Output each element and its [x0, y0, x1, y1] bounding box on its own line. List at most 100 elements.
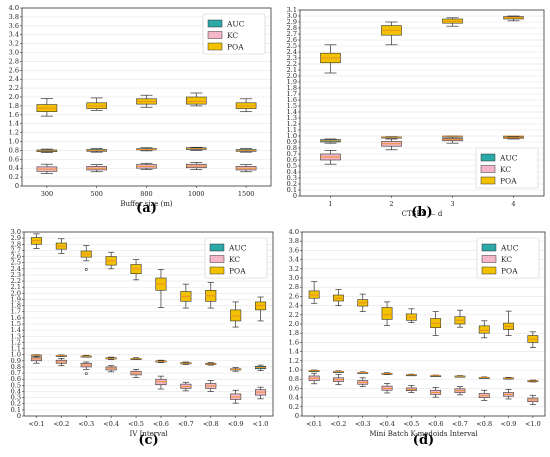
y-tick-label: 0.6 [9, 155, 19, 163]
legend-swatch [480, 165, 496, 173]
y-tick-label: 1.8 [287, 84, 297, 92]
y-tick-label: 0.4 [287, 168, 297, 176]
y-tick-label: 4.0 [9, 4, 19, 12]
box-body [478, 325, 490, 334]
y-tick-label: 2.2 [289, 311, 299, 319]
x-tick-label: <0.6 [153, 420, 169, 428]
x-tick-label: <0.2 [331, 420, 347, 428]
box-kc-<0.7 [454, 386, 466, 396]
x-tick-label: <0.9 [501, 420, 517, 428]
x-tick-label: 4 [511, 200, 515, 208]
box-kc-4 [503, 136, 524, 140]
box-body [230, 309, 242, 322]
x-tick-label: 800 [140, 190, 152, 198]
y-tick-label: 4.0 [289, 228, 299, 236]
y-tick-label: 2.8 [287, 24, 297, 32]
x-tick-label: <0.5 [403, 420, 419, 428]
legend-swatch [481, 266, 497, 275]
y-tick-label: 1.5 [287, 102, 297, 110]
y-tick-label: 0.2 [289, 403, 299, 411]
legend-swatch [209, 243, 225, 252]
y-tick-label: 1.2 [9, 129, 19, 137]
y-tick-label: 1.4 [9, 120, 19, 128]
x-tick-label: <0.4 [379, 420, 395, 428]
panel-d: 00.20.4 0.60.81.01.21.4 1.61.82.02.22.4 2.6… [289, 228, 546, 448]
box-poa-4 [503, 15, 524, 22]
axis-frame [23, 231, 274, 417]
box-kc-<0.8 [478, 389, 490, 401]
y-tick-label: 1.8 [9, 102, 19, 110]
box-poa-<0.2 [333, 289, 344, 306]
y-tick-label: 2.4 [9, 75, 19, 83]
y-tick-label: 0.8 [289, 375, 299, 383]
panel-label: (b) [411, 205, 432, 220]
y-tick-label: 2.0 [11, 289, 21, 297]
x-tick-label: <0.3 [78, 420, 94, 428]
x-tick-label: 2 [389, 200, 393, 208]
box-kc-<0.2 [333, 374, 344, 386]
legend-label: KC [229, 255, 240, 264]
y-tick-label: 1.4 [287, 108, 297, 116]
box-kc-<0.5 [130, 369, 142, 378]
x-tick-label: <0.3 [355, 420, 371, 428]
y-tick-label: 0.3 [11, 394, 21, 402]
legend-item-kc: KC [480, 165, 511, 174]
legend-label: AUC [499, 154, 518, 163]
x-tick-label: <0.9 [228, 420, 244, 428]
box-auc-2 [381, 136, 402, 139]
y-tick-label: 0.8 [287, 144, 297, 152]
y-tick-label: 0.5 [11, 381, 21, 389]
box-kc-<1.0 [255, 386, 267, 400]
box-kc-<0.9 [230, 389, 242, 404]
box-outlier [84, 372, 88, 376]
y-tick-label: 3.4 [289, 256, 299, 264]
y-tick-label: 0.6 [287, 156, 297, 164]
box-kc-<1.0 [527, 394, 539, 405]
box-auc-300 [36, 148, 58, 153]
y-tick-label: 0.6 [289, 384, 299, 392]
legend-swatch [209, 266, 225, 275]
panel-a: 00.20.40.60.81.01.21.41.61.82.02.22.42.6… [9, 4, 272, 216]
box-poa-<0.5 [405, 308, 417, 323]
y-tick-label: 1.2 [11, 338, 21, 346]
box-poa-<0.7 [180, 283, 192, 309]
y-tick-label: 0 [15, 182, 19, 190]
box-auc-1500 [235, 148, 257, 153]
legend-label: POA [229, 267, 246, 276]
box-poa-<0.9 [503, 310, 514, 336]
legend-item-kc: KC [207, 31, 238, 40]
box-auc-<0.6 [430, 374, 442, 378]
box-poa-<0.9 [230, 301, 242, 328]
box-auc-<0.4 [381, 372, 393, 375]
legend-label: POA [227, 43, 244, 52]
x-tick-label: <0.5 [128, 420, 144, 428]
y-tick-label: 1.2 [287, 120, 297, 128]
box-kc-<0.2 [55, 357, 67, 367]
box-kc-500 [86, 164, 107, 173]
box-outlier [84, 268, 88, 271]
box-poa-<0.5 [130, 259, 142, 281]
y-tick-label: 2.5 [11, 259, 21, 267]
box-kc-3 [442, 136, 463, 144]
y-tick-label: 0 [17, 412, 21, 420]
y-tick-label: 2.5 [287, 42, 297, 50]
box-kc-<0.3 [80, 361, 92, 376]
legend-swatch [207, 31, 223, 39]
box-auc-3 [442, 135, 463, 138]
y-tick-label: 3.6 [9, 22, 19, 30]
y-tick-label: 1.7 [287, 90, 297, 98]
y-tick-label: 1.2 [289, 357, 299, 365]
box-auc-<0.2 [55, 354, 67, 357]
y-tick-label: 2.3 [287, 54, 297, 62]
box-auc-<0.4 [105, 356, 117, 360]
y-tick-label: 1.4 [289, 348, 299, 356]
y-tick-label: 0.7 [11, 369, 21, 377]
y-tick-label: 0 [295, 412, 299, 420]
y-tick-label: 0 [293, 192, 297, 200]
x-tick-label: 500 [90, 190, 102, 198]
box-kc-<0.7 [180, 381, 192, 392]
box-poa-<0.8 [205, 281, 217, 309]
box-kc-<0.1 [30, 356, 42, 364]
legend: AUC KC POA [476, 237, 540, 279]
